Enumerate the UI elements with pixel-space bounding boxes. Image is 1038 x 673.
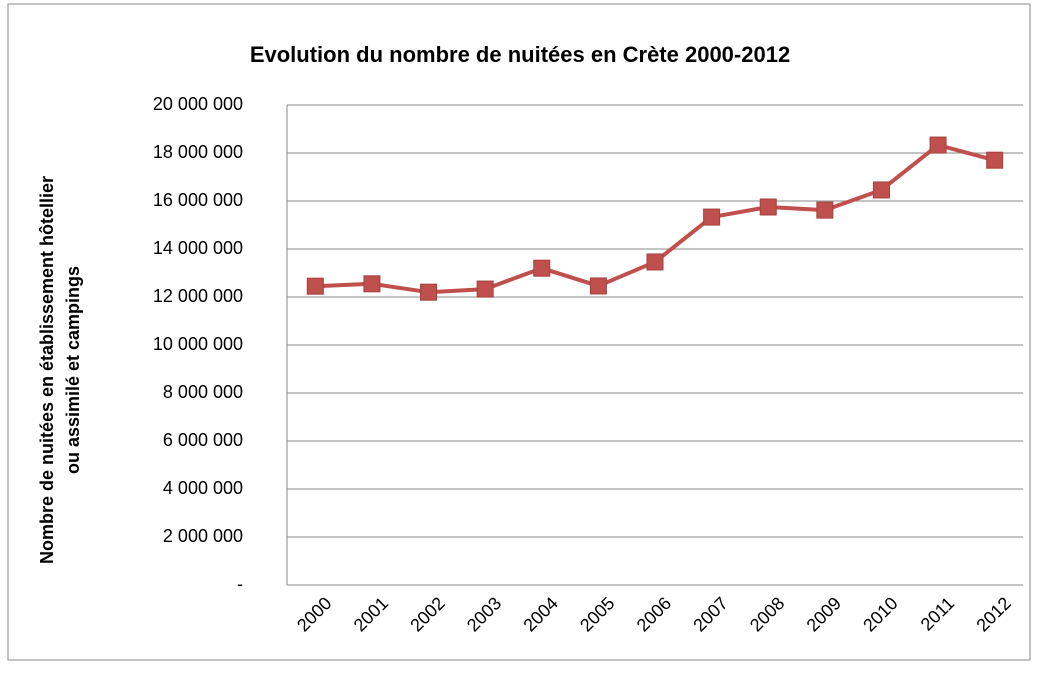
y-tick-label: 16 000 000 — [153, 190, 243, 210]
marker — [646, 253, 664, 271]
marker — [986, 151, 1004, 169]
y-tick-label: 4 000 000 — [163, 478, 243, 498]
y-tick-label: 2 000 000 — [163, 526, 243, 546]
marker — [759, 198, 777, 216]
chart-title: Evolution du nombre de nuitées en Crète … — [250, 42, 790, 67]
marker — [872, 181, 890, 199]
y-tick-label: - — [237, 574, 243, 594]
marker — [476, 280, 494, 298]
marker — [533, 259, 551, 277]
marker — [420, 283, 438, 301]
y-tick-label: 6 000 000 — [163, 430, 243, 450]
marker — [589, 277, 607, 295]
y-tick-label: 14 000 000 — [153, 238, 243, 258]
marker — [306, 277, 324, 295]
y-tick-label: 10 000 000 — [153, 334, 243, 354]
marker — [363, 275, 381, 293]
y-axis-label: ou assimilé et campings — [63, 266, 83, 474]
marker — [929, 136, 947, 154]
y-tick-label: 20 000 000 — [153, 94, 243, 114]
chart-border — [7, 3, 1031, 661]
marker — [703, 208, 721, 226]
y-tick-label: 18 000 000 — [153, 142, 243, 162]
y-tick-label: 12 000 000 — [153, 286, 243, 306]
y-axis-label: Nombre de nuitées en établissement hôtel… — [37, 176, 57, 564]
marker — [816, 201, 834, 219]
y-tick-label: 8 000 000 — [163, 382, 243, 402]
